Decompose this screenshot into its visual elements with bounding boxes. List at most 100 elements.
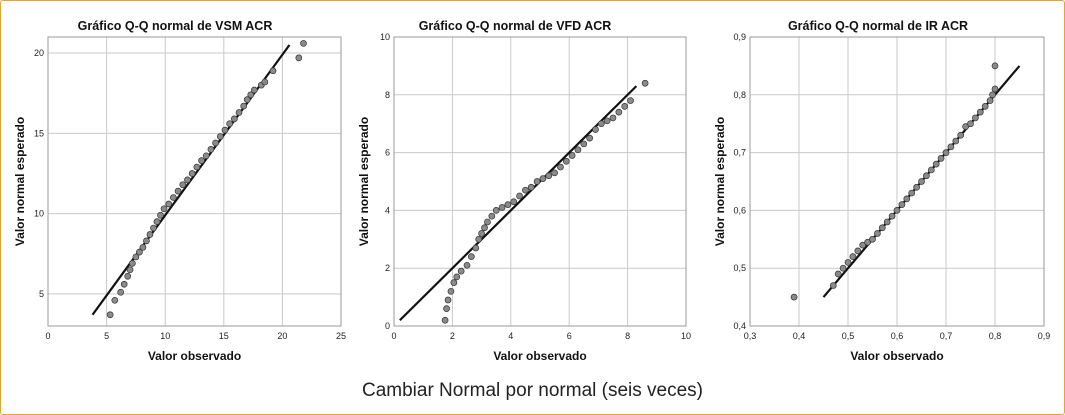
data-point	[790, 293, 798, 301]
y-tick-label: 20	[34, 48, 44, 58]
x-tick-label: 8	[625, 331, 630, 341]
y-tick-label: 8	[385, 90, 390, 100]
data-point	[153, 218, 161, 225]
data-point	[160, 205, 168, 213]
data-point	[216, 133, 224, 140]
data-point	[627, 97, 634, 104]
data-point	[124, 272, 132, 280]
data-point	[967, 120, 974, 128]
data-point	[962, 123, 969, 130]
data-point	[927, 166, 935, 174]
data-point	[117, 288, 125, 296]
y-tick-label: 10	[380, 32, 390, 42]
y-tick-label: 2	[385, 263, 390, 273]
data-point	[522, 186, 529, 194]
data-point	[498, 204, 506, 211]
x-tick-label: 5	[104, 331, 109, 341]
data-point	[295, 54, 303, 62]
data-point	[463, 261, 471, 269]
x-tick-label: 0,5	[842, 331, 855, 341]
x-axis-label: Valor observado	[148, 349, 241, 363]
x-tick-label: 2	[450, 331, 455, 341]
data-point	[170, 194, 177, 201]
data-point	[972, 114, 979, 122]
y-axis-label: Valor normal esperado	[713, 117, 727, 246]
data-point	[568, 152, 576, 159]
x-tick-label: 10	[160, 331, 170, 341]
data-point	[551, 169, 558, 177]
data-point	[120, 280, 128, 288]
y-tick-label: 5	[39, 289, 44, 299]
data-point	[918, 178, 925, 185]
data-point	[510, 198, 518, 206]
data-point	[893, 207, 901, 214]
qq-plot-ir: 0,3 0,4 0,5 0,6 0,7 0,8 0,90,40,50,60,70,80,9G…	[713, 19, 1050, 363]
data-point	[157, 211, 164, 219]
data-point	[240, 102, 248, 110]
y-tick-label: 0,9	[733, 32, 746, 42]
data-point	[869, 235, 876, 243]
data-point	[991, 85, 999, 93]
data-point	[136, 248, 143, 256]
data-point	[557, 163, 564, 171]
data-point	[488, 212, 496, 220]
x-tick-label: 0,6	[891, 331, 904, 341]
x-tick-label: 0,3	[744, 331, 757, 341]
y-tick-label: 15	[34, 128, 44, 138]
data-point	[472, 244, 480, 252]
y-tick-label: 0,4	[733, 321, 746, 331]
data-point	[484, 218, 491, 226]
x-tick-label: 6	[567, 331, 572, 341]
data-point	[450, 279, 458, 286]
data-point	[539, 175, 547, 182]
x-tick-label: 0,9	[1038, 331, 1051, 341]
data-point	[615, 108, 623, 116]
data-point	[854, 247, 862, 255]
data-point	[174, 187, 182, 195]
data-point	[126, 266, 134, 274]
data-point	[603, 117, 611, 125]
data-point	[139, 243, 147, 251]
data-point	[188, 170, 196, 177]
data-point	[957, 131, 965, 139]
data-point	[937, 155, 945, 162]
data-point	[986, 97, 994, 104]
data-point	[221, 126, 229, 134]
data-point	[475, 235, 483, 243]
data-point	[580, 140, 588, 148]
data-point	[874, 230, 881, 237]
data-point	[504, 201, 512, 208]
data-point	[443, 305, 450, 313]
data-point	[834, 270, 842, 278]
y-axis-label: Valor normal esperado	[13, 117, 27, 246]
y-tick-label: 0,5	[733, 263, 746, 273]
data-point	[562, 157, 570, 165]
x-tick-label: 20	[277, 331, 287, 341]
data-point	[849, 253, 857, 260]
y-tick-label: 6	[385, 148, 390, 158]
reference-line	[399, 85, 638, 322]
data-point	[184, 176, 191, 184]
data-point	[883, 218, 891, 226]
data-point	[269, 67, 277, 75]
plot-area	[393, 36, 687, 327]
x-tick-label: 15	[219, 331, 229, 341]
data-point	[226, 120, 234, 128]
data-point	[527, 183, 535, 191]
data-point	[165, 200, 173, 208]
data-point	[989, 91, 996, 99]
chart-title: Gráfico Q-Q normal de VFD ACR	[419, 19, 612, 33]
qq-plot-vsm: 0 5 10 15 20 25 5 10 15 20 Gráfico Q-Q normal de V…	[13, 19, 346, 363]
data-point	[129, 260, 136, 267]
data-point	[250, 86, 258, 94]
data-point	[592, 126, 599, 133]
data-point	[198, 157, 205, 164]
data-point	[300, 40, 307, 47]
data-point	[230, 115, 238, 123]
data-point	[586, 134, 593, 142]
data-point	[839, 264, 847, 272]
x-tick-label: 0	[391, 331, 396, 341]
data-point	[468, 253, 475, 260]
data-point	[859, 241, 867, 249]
